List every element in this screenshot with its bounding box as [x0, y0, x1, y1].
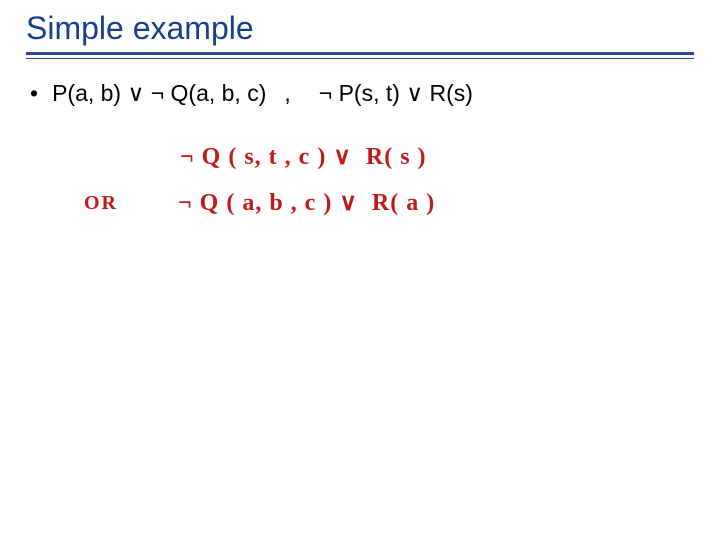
handwritten-line-1: ¬ Q ( s, t , c ) ∨ R( s ) [180, 142, 427, 171]
handwritten-or-label: OR [84, 192, 118, 215]
handwritten-line-2: ¬ Q ( a, b , c ) ∨ R( a ) [178, 188, 435, 217]
clause-separator: , [284, 80, 290, 107]
bullet-dot-icon: • [30, 80, 38, 107]
slide-title: Simple example [26, 10, 254, 47]
slide: Simple example • P(a, b) ∨ ¬ Q(a, b, c) … [0, 0, 720, 540]
underline-thin [26, 58, 694, 59]
underline-thick [26, 52, 694, 55]
clause-2: ¬ P(s, t) ∨ R(s) [319, 80, 473, 107]
title-underline [26, 52, 694, 59]
clause-1: P(a, b) ∨ ¬ Q(a, b, c) [52, 80, 266, 107]
bullet-row: • P(a, b) ∨ ¬ Q(a, b, c) , ¬ P(s, t) ∨ R… [30, 80, 473, 107]
